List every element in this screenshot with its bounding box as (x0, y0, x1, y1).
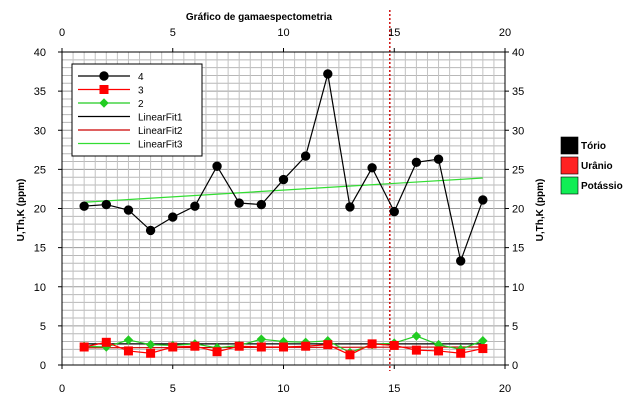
data-series (79, 69, 488, 360)
data-point-series-3 (478, 344, 488, 354)
data-point-series-3 (389, 340, 399, 350)
y-tick-label-right: 30 (512, 125, 524, 137)
y-axis-label-right: U,Th,K (ppm) (535, 179, 546, 242)
data-point-series-4 (367, 163, 377, 173)
y-tick-label-left: 20 (34, 204, 46, 216)
x-tick-label-top: 5 (170, 27, 176, 39)
data-point-series-2 (145, 339, 156, 350)
data-point-series-3 (234, 341, 244, 351)
data-point-series-3 (212, 347, 222, 357)
y-tick-label-right: 35 (512, 86, 524, 98)
x-tick-label-bottom: 5 (170, 383, 176, 395)
data-point-series-4 (411, 157, 422, 168)
data-point-series-4 (190, 201, 200, 211)
side-legend-swatch (560, 156, 579, 175)
data-point-series-4 (234, 198, 244, 208)
data-point-series-3 (123, 346, 133, 356)
x-tick-label-bottom: 0 (59, 383, 65, 395)
legend-marker (99, 85, 109, 94)
y-tick-label-right: 20 (512, 204, 524, 216)
data-point-series-4 (300, 151, 311, 161)
x-tick-label-bottom: 15 (388, 383, 400, 395)
x-tick-label-bottom: 20 (499, 383, 511, 395)
side-legend-swatch (560, 176, 579, 195)
y-tick-label-left: 0 (40, 360, 46, 372)
legend-label: LinearFit2 (138, 126, 183, 137)
data-point-series-4 (278, 174, 289, 185)
y-tick-label-right: 40 (512, 47, 524, 59)
y-tick-label-left: 25 (34, 164, 46, 176)
side-legend: Tório Urânio Potássio (560, 136, 623, 195)
y-tick-label-right: 5 (512, 321, 518, 333)
data-point-series-3 (411, 345, 421, 355)
legend-marker (99, 71, 109, 81)
data-point-series-4 (212, 161, 222, 171)
y-tick-label-left: 35 (34, 86, 46, 98)
legend-marker (99, 98, 109, 108)
legend-label: LinearFit1 (138, 113, 183, 124)
data-point-series-3 (146, 348, 156, 358)
data-point-series-3 (456, 348, 466, 358)
data-point-series-4 (456, 256, 466, 266)
data-point-series-3 (101, 337, 111, 347)
side-legend-label: Tório (581, 141, 606, 152)
data-point-series-2 (123, 335, 134, 345)
data-point-series-4 (168, 212, 178, 222)
y-tick-label-right: 25 (512, 164, 524, 176)
data-point-series-3 (345, 350, 355, 360)
data-point-series-4 (389, 206, 399, 217)
data-point-series-4 (123, 205, 134, 215)
data-point-series-4 (145, 225, 156, 236)
y-tick-label-right: 15 (512, 243, 524, 255)
y-tick-label-right: 0 (512, 360, 518, 372)
y-tick-label-right: 10 (512, 282, 524, 294)
x-tick-label-top: 15 (388, 27, 400, 39)
data-point-series-3 (256, 342, 266, 352)
data-point-series-4 (256, 199, 267, 210)
legend-label: 4 (138, 72, 144, 83)
legend-label: LinearFit3 (138, 140, 183, 151)
x-tick-label-top: 10 (277, 27, 289, 39)
side-legend-label: Potássio (581, 181, 623, 192)
y-tick-label-left: 30 (34, 125, 46, 137)
data-point-series-3 (434, 346, 444, 356)
data-point-series-4 (323, 69, 333, 79)
data-point-series-3 (190, 341, 200, 351)
data-point-series-3 (301, 341, 311, 351)
side-legend-label: Urânio (581, 161, 613, 172)
y-tick-label-left: 40 (34, 47, 46, 59)
series-line-linearfit3 (84, 177, 483, 203)
side-legend-swatch (560, 136, 579, 155)
data-point-series-4 (433, 154, 444, 164)
data-point-series-4 (79, 201, 89, 211)
x-tick-label-top: 0 (59, 27, 65, 39)
data-point-series-4 (345, 202, 355, 212)
y-tick-label-left: 5 (40, 321, 46, 333)
legend: 4 3 2 LinearFit1 LinearFit2 LinearFit3 (71, 63, 203, 157)
data-point-series-3 (168, 342, 178, 352)
legend-box (71, 63, 203, 157)
data-point-series-4 (478, 195, 488, 205)
grid-lines (61, 51, 506, 366)
y-axis-label-left: U,Th,K (ppm) (16, 179, 27, 242)
y-tick-label-left: 10 (34, 282, 46, 294)
data-point-series-3 (79, 342, 89, 352)
data-point-series-4 (101, 199, 112, 210)
x-tick-label-top: 20 (499, 27, 511, 39)
legend-label: 2 (138, 99, 144, 110)
data-point-series-3 (323, 340, 333, 350)
data-point-series-3 (279, 342, 288, 352)
chart-title: Gráfico de gamaespectometria (186, 12, 333, 23)
legend-label: 3 (138, 86, 144, 97)
x-tick-label-bottom: 10 (277, 383, 289, 395)
data-point-series-3 (367, 339, 377, 349)
data-point-series-2 (411, 331, 422, 341)
y-tick-label-left: 15 (34, 243, 46, 255)
